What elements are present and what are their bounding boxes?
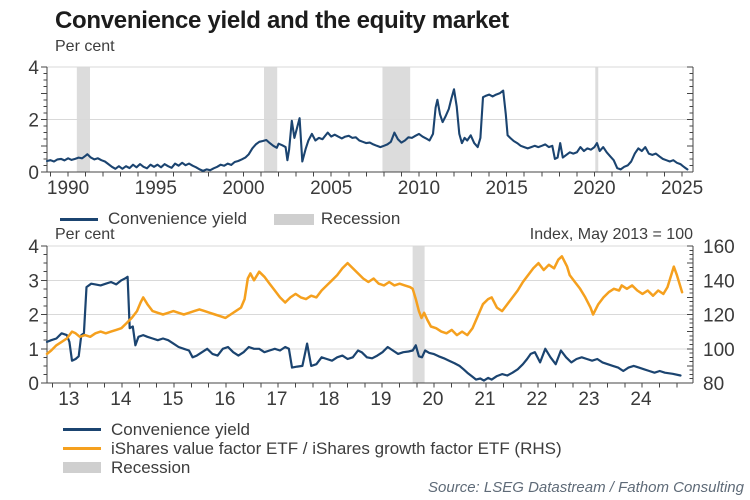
recession-box-swatch	[63, 462, 101, 473]
y-tick-label: 4	[28, 58, 39, 79]
y-tick-label: 140	[703, 271, 735, 292]
y-tick-label: 100	[703, 340, 735, 361]
source-credit: Source: LSEG Datastream / Fathom Consult…	[428, 479, 744, 496]
legend-row: Recession	[63, 458, 562, 477]
bottom-left-axis-unit-label: Per cent	[55, 226, 115, 243]
convenience-yield-line-swatch	[63, 428, 101, 431]
bottom-chart: 13 14 15 16 17 18 19 20 21 22 23 240123480100120140…	[28, 237, 734, 410]
y-tick-label: 160	[703, 237, 735, 258]
series-convenience-yield	[45, 275, 682, 382]
x-tick-label: 23	[578, 389, 599, 410]
x-tick-label: 17	[266, 389, 287, 410]
x-tick-label: 2015	[486, 178, 528, 199]
x-tick-label: 2005	[310, 178, 352, 199]
bottom-right-axis-unit-label: Index, May 2013 = 100	[529, 226, 693, 243]
y-tick-label: 80	[703, 374, 724, 395]
page-title: Convenience yield and the equity market	[55, 7, 509, 34]
x-tick-label: 2000	[222, 178, 264, 199]
y-tick-label: 3	[28, 271, 39, 292]
series-ishares-value-factor-etf-ishares-growth-	[45, 255, 684, 356]
x-tick-label: 2025	[661, 178, 703, 199]
x-tick-label: 15	[162, 389, 183, 410]
bottom-legend: Convenience yield iShares value factor E…	[63, 420, 562, 477]
legend-row: iShares value factor ETF / iShares growt…	[63, 439, 562, 458]
y-tick-label: 2	[28, 306, 39, 327]
series-convenience-yield	[45, 88, 689, 172]
x-tick-label: 20	[422, 389, 443, 410]
x-tick-label: 21	[474, 389, 495, 410]
legend-label-recession: Recession	[111, 457, 191, 477]
x-tick-label: 13	[58, 389, 79, 410]
recession-box-swatch	[273, 213, 314, 225]
x-tick-label: 14	[110, 389, 132, 410]
x-tick-label: 2020	[573, 178, 615, 199]
top-chart: 1990 1995 2000 2005 2010 2015 2020 2025 0 2 4	[28, 58, 703, 199]
x-tick-label: 16	[214, 389, 235, 410]
legend-label-convenience-yield: Convenience yield	[108, 209, 247, 228]
y-tick-label: 4	[28, 237, 39, 258]
legend-row: Convenience yield	[63, 420, 562, 439]
x-tick-label: 22	[526, 389, 547, 410]
y-tick-label: 0	[28, 374, 39, 395]
top-axis-unit-label: Per cent	[55, 38, 115, 55]
convenience-yield-line-swatch	[60, 217, 98, 221]
legend-label-convenience-yield: Convenience yield	[111, 419, 250, 439]
y-tick-label: 120	[703, 306, 735, 327]
y-tick-label: 0	[28, 163, 39, 184]
legend-label-recession: Recession	[320, 209, 401, 228]
x-tick-label: 24	[630, 389, 652, 410]
x-tick-label: 1990	[47, 178, 89, 199]
y-tick-label: 1	[28, 340, 39, 361]
x-tick-label: 18	[318, 389, 339, 410]
top-legend: Convenience yield Recession	[60, 209, 400, 229]
etf-ratio-line-swatch	[63, 447, 101, 450]
x-tick-label: 19	[370, 389, 391, 410]
x-tick-label: 2010	[398, 178, 440, 199]
x-tick-label: 1995	[135, 178, 177, 199]
legend-label-etf-ratio: iShares value factor ETF / iShares growt…	[111, 438, 562, 458]
y-tick-label: 2	[28, 111, 39, 132]
